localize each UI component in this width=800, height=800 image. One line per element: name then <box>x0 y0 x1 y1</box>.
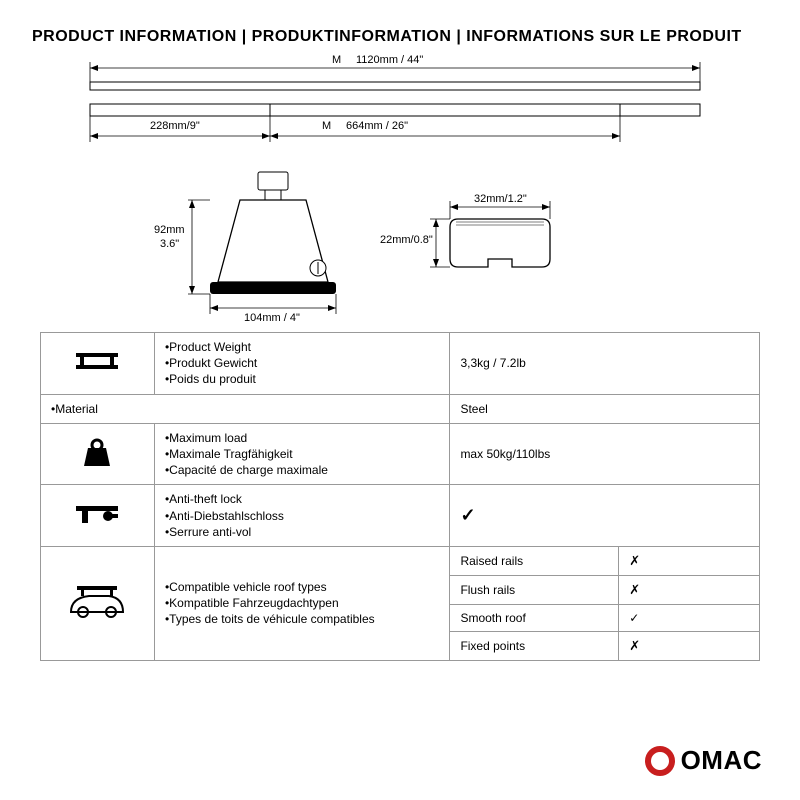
table-row: •Material Steel <box>41 394 760 423</box>
dimension-diagram: M 1120mm / 44" 228mm/9" M 664mm / 26" 92… <box>0 54 800 324</box>
dim-center-text: 664mm / 26" <box>346 120 408 132</box>
roof-fixed-label: Fixed points <box>450 631 619 660</box>
page-title: PRODUCT INFORMATION | PRODUKTINFORMATION… <box>0 0 800 54</box>
car-icon <box>41 546 155 660</box>
dim-top-text: 1120mm / 44" <box>356 54 423 66</box>
logo-text: OMAC <box>681 745 762 776</box>
table-row: •Compatible vehicle roof types •Kompatib… <box>41 546 760 575</box>
roof-smooth-label: Smooth roof <box>450 604 619 631</box>
dim-top-letter: M <box>332 54 341 66</box>
table-row: •Maximum load •Maximale Tragfähigkeit •C… <box>41 423 760 485</box>
dim-profile-width: 32mm/1.2" <box>474 193 527 205</box>
roof-raised-val: ✗ <box>619 546 760 575</box>
dim-foot-base: 104mm / 4" <box>244 312 300 324</box>
weight-value: 3,3kg / 7.2lb <box>450 333 760 395</box>
roof-fixed-val: ✗ <box>619 631 760 660</box>
dim-profile-height: 22mm/0.8" <box>380 234 433 246</box>
logo-ring-icon <box>645 746 675 776</box>
rooftypes-label: •Compatible vehicle roof types •Kompatib… <box>154 546 449 660</box>
lock-icon <box>41 485 155 547</box>
table-row: •Anti-theft lock •Anti-Diebstahlschloss … <box>41 485 760 547</box>
brand-logo: OMAC <box>645 745 762 776</box>
weight-icon <box>41 423 155 485</box>
material-value: Steel <box>450 394 760 423</box>
material-label: •Material <box>41 394 450 423</box>
roof-flush-label: Flush rails <box>450 575 619 604</box>
roof-raised-label: Raised rails <box>450 546 619 575</box>
dim-center-letter: M <box>322 120 331 132</box>
table-row: •Product Weight •Produkt Gewicht •Poids … <box>41 333 760 395</box>
antitheft-value: ✓ <box>450 485 760 547</box>
dim-left-offset: 228mm/9" <box>150 120 200 132</box>
spec-table: •Product Weight •Produkt Gewicht •Poids … <box>40 332 760 661</box>
antitheft-label: •Anti-theft lock •Anti-Diebstahlschloss … <box>154 485 449 547</box>
dim-foot-height-mm: 92mm <box>154 224 185 236</box>
roof-flush-val: ✗ <box>619 575 760 604</box>
bars-icon <box>41 333 155 395</box>
maxload-value: max 50kg/110lbs <box>450 423 760 485</box>
roof-smooth-val: ✓ <box>619 604 760 631</box>
weight-label: •Product Weight •Produkt Gewicht •Poids … <box>154 333 449 395</box>
maxload-label: •Maximum load •Maximale Tragfähigkeit •C… <box>154 423 449 485</box>
dim-foot-height-in: 3.6" <box>160 238 179 250</box>
